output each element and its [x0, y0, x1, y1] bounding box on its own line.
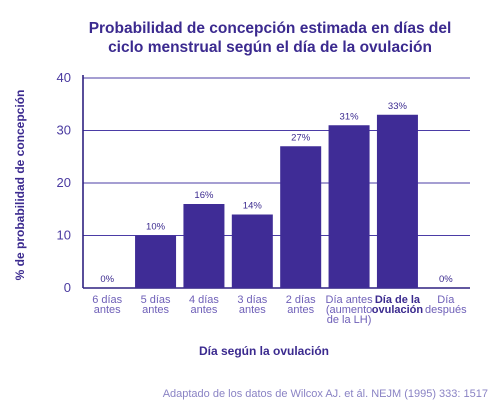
data-label-7: 0%	[439, 274, 453, 285]
bar-4	[280, 146, 322, 288]
x-tick-label-3-line-1: antes	[239, 304, 266, 316]
x-tick-label-5-line-0: Día antes	[326, 294, 374, 306]
data-label-5: 31%	[340, 111, 360, 122]
x-tick-label-4-line-0: 2 días	[286, 294, 316, 306]
y-tick-label-30: 30	[57, 123, 71, 138]
y-tick-label-0: 0	[64, 280, 71, 295]
x-tick-label-6-line-0: Día de la	[375, 294, 421, 306]
y-tick-label-20: 20	[57, 175, 71, 190]
bar-6	[376, 114, 418, 288]
data-label-3: 14%	[243, 201, 263, 212]
data-label-1: 10%	[146, 222, 166, 233]
data-label-4: 27%	[291, 132, 311, 143]
bar-5	[328, 125, 370, 288]
y-tick-label-40: 40	[57, 70, 71, 85]
x-tick-label-0-line-1: antes	[94, 304, 121, 316]
x-tick-label-2-line-1: antes	[190, 304, 217, 316]
bar-3	[231, 214, 273, 288]
x-tick-label-7-line-1: después	[425, 304, 467, 316]
data-label-2: 16%	[194, 190, 214, 201]
bar-2	[183, 204, 225, 288]
y-axis-label: % de probabilidad de concepción	[13, 90, 27, 281]
data-label-6: 33%	[388, 101, 408, 112]
chart-title-line-1: Probabilidad de concepción estimada en d…	[89, 20, 452, 37]
data-label-0: 0%	[100, 274, 114, 285]
x-tick-label-5-line-2: de la LH)	[327, 314, 372, 326]
chart-title-line-2: ciclo menstrual según el día de la ovula…	[108, 39, 432, 56]
x-tick-label-1-line-1: antes	[142, 304, 169, 316]
x-tick-label-5-line-1: (aumento	[326, 304, 372, 316]
x-tick-label-7-line-0: Día	[437, 294, 455, 306]
x-tick-label-6-line-1: ovulación	[372, 304, 424, 316]
x-tick-label-0-line-0: 6 días	[92, 294, 122, 306]
x-tick-label-4-line-1: antes	[287, 304, 314, 316]
x-tick-label-2-line-0: 4 días	[189, 294, 219, 306]
x-axis-label: Día según la ovulación	[199, 344, 329, 358]
bar-1	[135, 235, 177, 288]
x-tick-label-1-line-0: 5 días	[141, 294, 171, 306]
source-note: Adaptado de los datos de Wilcox AJ. et á…	[163, 388, 488, 400]
y-tick-label-10: 10	[57, 228, 71, 243]
x-tick-label-3-line-0: 3 días	[237, 294, 267, 306]
